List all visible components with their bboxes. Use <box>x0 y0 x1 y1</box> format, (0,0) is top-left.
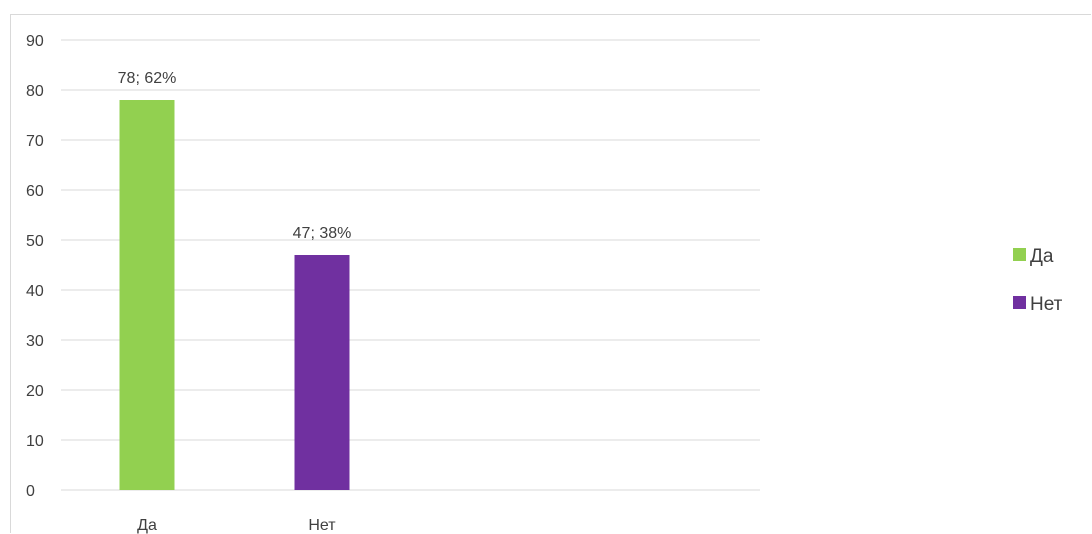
y-tick-label: 60 <box>26 183 44 200</box>
bar-da <box>119 100 175 490</box>
x-category-label: Да <box>137 517 157 534</box>
legend-swatch <box>1013 296 1026 309</box>
y-tick-label: 10 <box>26 433 44 450</box>
bar-net <box>294 255 350 490</box>
x-category-label: Нет <box>308 517 336 534</box>
y-tick-label: 50 <box>26 233 44 250</box>
legend-swatch <box>1013 248 1026 261</box>
legend: Да Нет <box>1013 246 1063 315</box>
y-tick-label: 80 <box>26 83 44 100</box>
y-tick-label: 30 <box>26 333 44 350</box>
y-tick-label: 0 <box>26 483 35 500</box>
y-tick-label: 90 <box>26 33 44 50</box>
data-label: 78; 62% <box>118 70 177 87</box>
y-tick-label: 40 <box>26 283 44 300</box>
bars <box>119 100 350 490</box>
data-labels: 78; 62% 47; 38% <box>118 70 352 242</box>
gridlines <box>61 39 760 491</box>
chart-frame <box>10 14 1091 533</box>
x-axis-categories: Да Нет <box>137 517 336 534</box>
legend-label: Нет <box>1030 294 1063 315</box>
data-label: 47; 38% <box>293 225 352 242</box>
y-tick-label: 70 <box>26 133 44 150</box>
y-axis-ticks: 0 10 20 30 40 50 60 70 80 90 <box>26 33 44 500</box>
legend-label: Да <box>1030 246 1054 267</box>
y-tick-label: 20 <box>26 383 44 400</box>
